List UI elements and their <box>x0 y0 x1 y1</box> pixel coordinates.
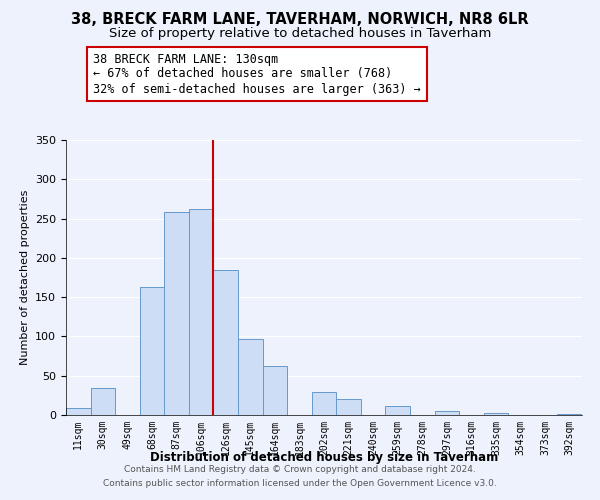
Bar <box>214 270 238 415</box>
Bar <box>140 287 164 415</box>
Y-axis label: Number of detached properties: Number of detached properties <box>20 190 29 365</box>
Bar <box>434 411 459 415</box>
Bar <box>336 398 361 415</box>
Bar <box>91 388 115 415</box>
Bar <box>66 408 91 415</box>
Bar <box>164 212 189 415</box>
Bar <box>484 414 508 415</box>
Text: 38 BRECK FARM LANE: 130sqm
← 67% of detached houses are smaller (768)
32% of sem: 38 BRECK FARM LANE: 130sqm ← 67% of deta… <box>93 52 421 96</box>
Bar <box>238 339 263 415</box>
Text: Distribution of detached houses by size in Taverham: Distribution of detached houses by size … <box>150 451 498 464</box>
Bar <box>385 406 410 415</box>
Text: Size of property relative to detached houses in Taverham: Size of property relative to detached ho… <box>109 28 491 40</box>
Bar <box>557 414 582 415</box>
Bar <box>189 209 214 415</box>
Bar <box>312 392 336 415</box>
Text: Contains HM Land Registry data © Crown copyright and database right 2024.
Contai: Contains HM Land Registry data © Crown c… <box>103 466 497 487</box>
Bar <box>263 366 287 415</box>
Text: 38, BRECK FARM LANE, TAVERHAM, NORWICH, NR8 6LR: 38, BRECK FARM LANE, TAVERHAM, NORWICH, … <box>71 12 529 28</box>
